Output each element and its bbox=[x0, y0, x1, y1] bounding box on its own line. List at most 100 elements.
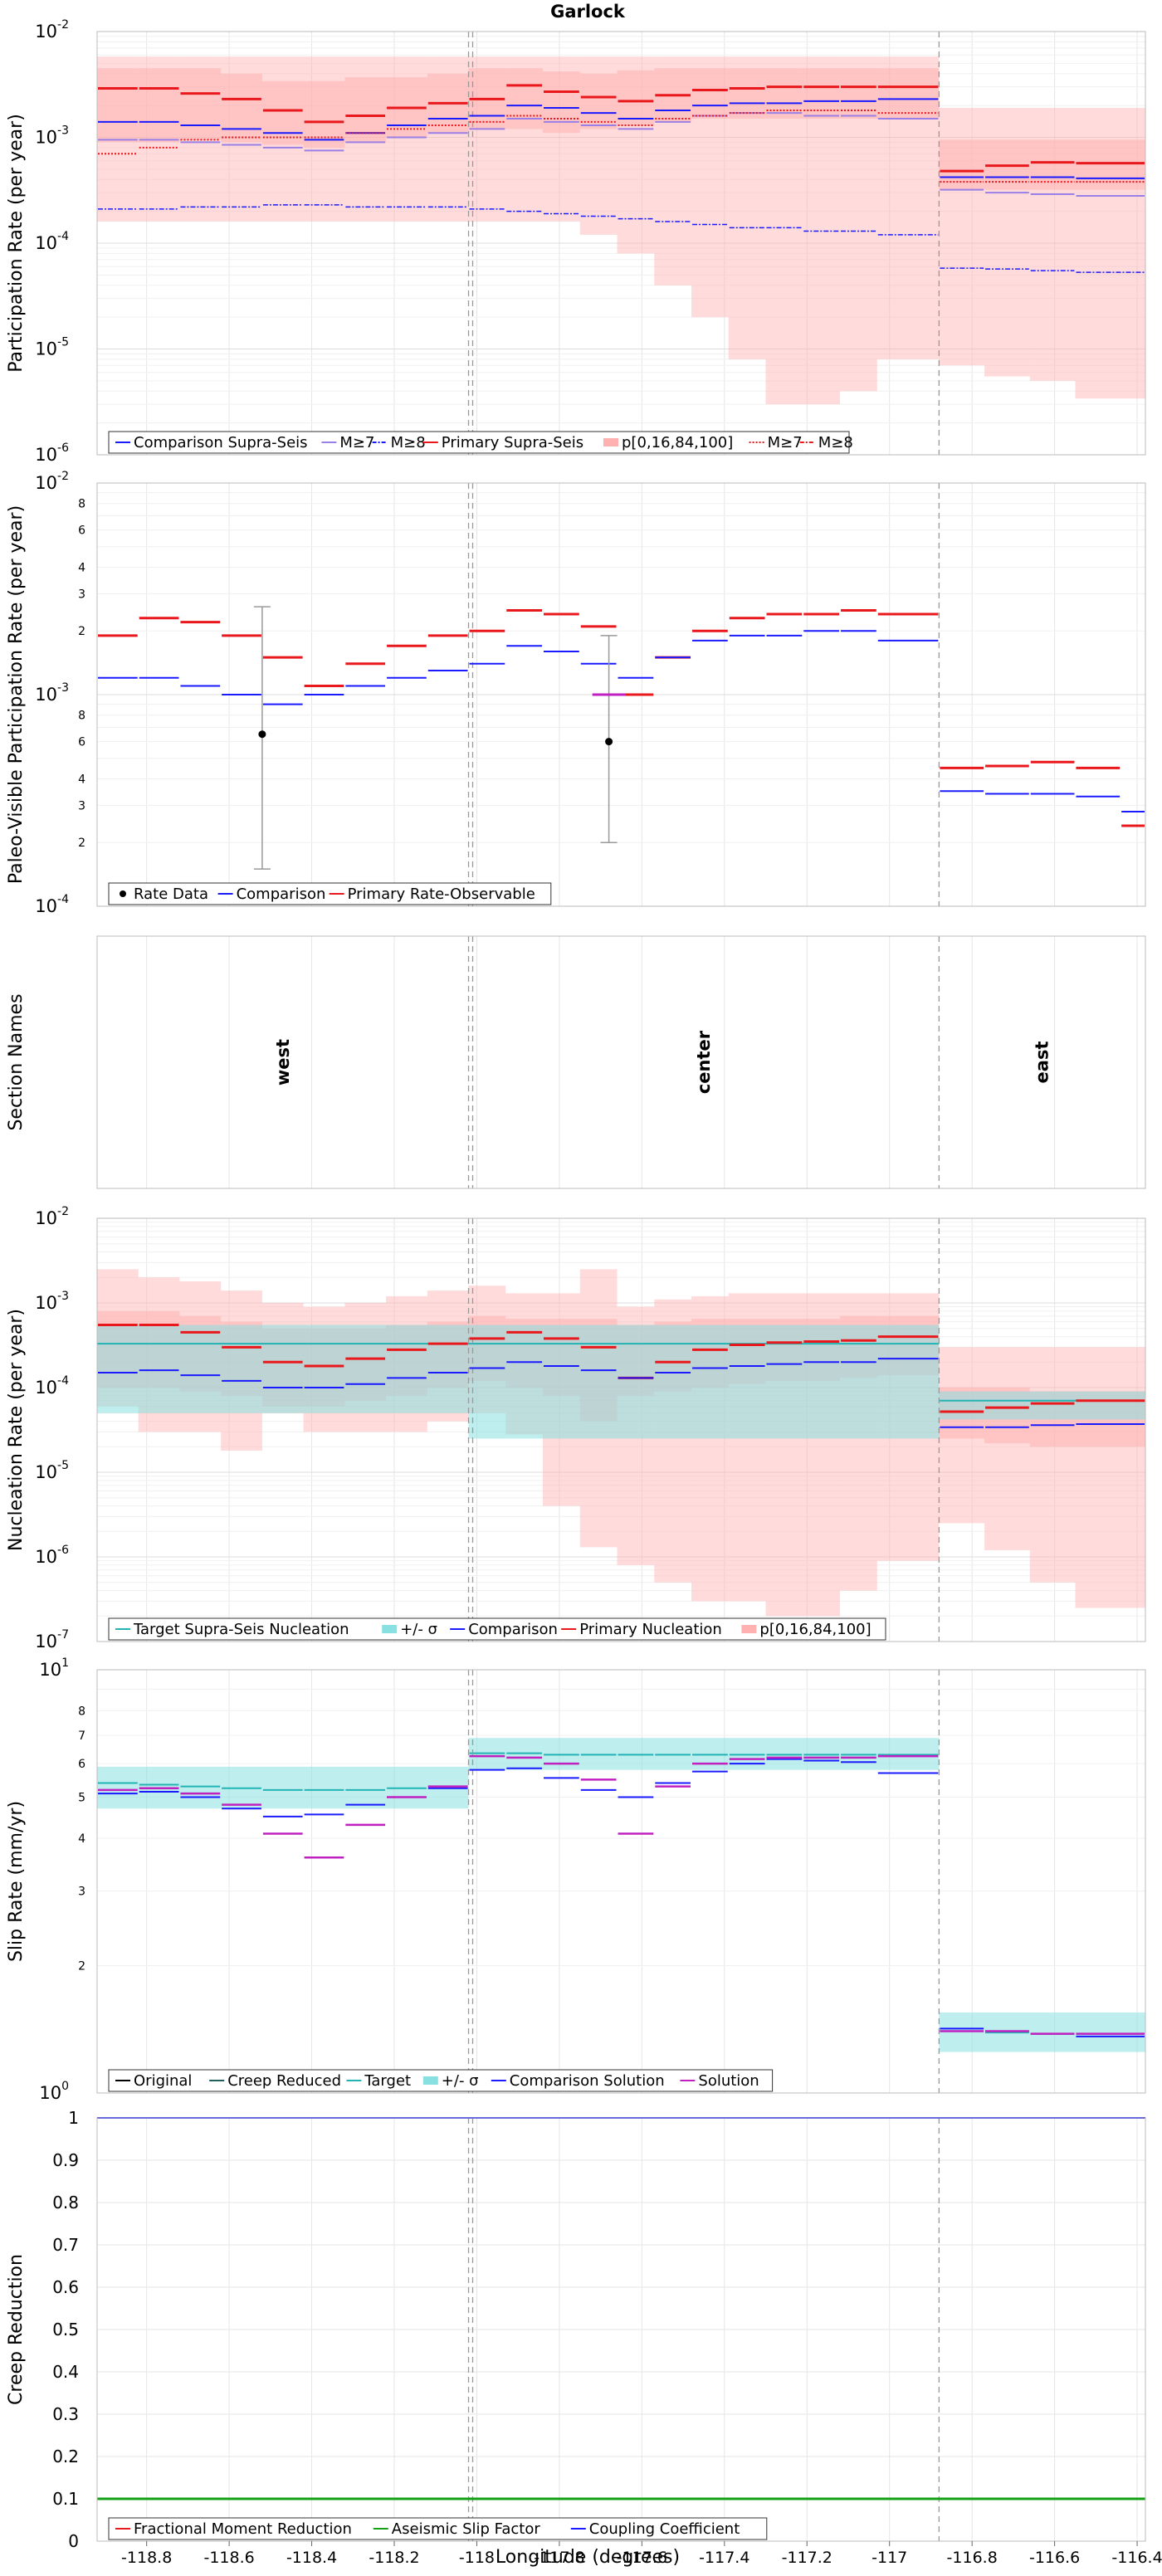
y-minor-tick-label: 6 bbox=[78, 736, 85, 749]
x-tick-label: -118.2 bbox=[369, 2549, 419, 2567]
band-inner bbox=[179, 68, 222, 140]
y-tick-exponent: -2 bbox=[57, 470, 69, 483]
y-tick-label: 10-4 bbox=[35, 230, 69, 253]
y-minor-tick-label: 4 bbox=[78, 561, 85, 574]
y-axis-label: Paleo-Visible Participation Rate (per ye… bbox=[6, 505, 27, 884]
x-tick-label: -118 bbox=[459, 2549, 495, 2567]
y-tick-exponent: -4 bbox=[57, 230, 69, 243]
y-tick-exponent: -6 bbox=[57, 442, 69, 455]
y-minor-tick-label: 2 bbox=[78, 837, 85, 850]
plot-frame bbox=[96, 1669, 1146, 2094]
y-tick-exponent: -2 bbox=[57, 1205, 69, 1218]
legend: Fractional Moment Reduction Aseismic Slip… bbox=[108, 2517, 768, 2540]
y-minor-tick-label: 4 bbox=[78, 773, 85, 786]
y-tick-label: 0.2 bbox=[52, 2447, 79, 2466]
band-inner bbox=[876, 68, 940, 120]
band-outer bbox=[1029, 1347, 1076, 1583]
legend: Comparison Supra-Seis M≥7 M≥8 Primary Supra… bbox=[108, 431, 853, 454]
panel-sections: west center east Section Names bbox=[6, 935, 1146, 1189]
y-axis-label: Nucleation Rate (per year) bbox=[6, 1309, 27, 1551]
panel-slip: 100 101 2 3 4 5 6 7 8 Original Creep Reduced Target… bbox=[6, 1656, 1146, 2103]
band-inner bbox=[344, 77, 387, 143]
y-tick-label: 0 bbox=[68, 2531, 79, 2551]
rate-data-point bbox=[605, 738, 613, 746]
section-name: center bbox=[694, 1030, 714, 1094]
x-tick-label: -117.6 bbox=[617, 2549, 667, 2567]
y-tick-label: 0.8 bbox=[52, 2193, 79, 2213]
panel-participation: 10-6 10-5 10-4 10-3 10-2 Comparison Supra-Sei… bbox=[6, 18, 1146, 465]
legend-label: Aseismic Slip Factor bbox=[392, 2520, 541, 2538]
x-tick-label: -118.6 bbox=[203, 2549, 254, 2567]
band-inner bbox=[543, 71, 580, 134]
band-inner bbox=[221, 73, 262, 143]
target-sigma-band bbox=[939, 2012, 1145, 2052]
band-inner bbox=[691, 68, 729, 120]
legend-label: Primary Rate-Observable bbox=[348, 886, 535, 903]
band-inner bbox=[261, 80, 304, 145]
plot-background bbox=[97, 936, 1145, 1188]
band-inner bbox=[505, 68, 544, 129]
legend-label: Original bbox=[134, 2072, 192, 2090]
y-tick-label: 0.3 bbox=[52, 2404, 79, 2424]
section-name: west bbox=[273, 1039, 293, 1086]
band-inner bbox=[617, 70, 655, 125]
legend: Rate Data Comparison Primary Rate-Observab… bbox=[108, 882, 552, 905]
legend-label: Comparison Solution bbox=[510, 2072, 665, 2090]
target-sigma-band bbox=[468, 1325, 940, 1439]
y-tick-label: 0.9 bbox=[52, 2150, 79, 2170]
legend-label: Solution bbox=[698, 2072, 759, 2090]
legend-label: +/- σ bbox=[400, 1621, 437, 1638]
legend-swatch bbox=[120, 890, 126, 897]
target-sigma-band bbox=[939, 1391, 1145, 1420]
legend-label: p[0,16,84,100] bbox=[622, 434, 733, 451]
x-tick-label: -118.8 bbox=[121, 2549, 172, 2567]
x-tick-label: -117.4 bbox=[699, 2549, 749, 2567]
legend: Target Supra-Seis Nucleation +/- σ Compari… bbox=[108, 1617, 886, 1641]
legend-label: +/- σ bbox=[442, 2072, 479, 2090]
y-axis-label: Section Names bbox=[6, 993, 27, 1130]
y-tick-label: 100 bbox=[39, 2080, 69, 2103]
y-minor-tick-label: 2 bbox=[78, 625, 85, 638]
band-inner bbox=[97, 68, 139, 143]
x-tick-label: -116.6 bbox=[1029, 2549, 1080, 2567]
x-tick-label: -116.4 bbox=[1111, 2549, 1162, 2567]
panel-creep: 0 0.1 0.2 0.3 0.4 0.5 0.6 0.7 0.8 0.9 1 Fractional … bbox=[6, 2108, 1162, 2567]
x-tick-label: -117 bbox=[872, 2549, 907, 2567]
y-tick-label: 10-4 bbox=[35, 1374, 69, 1398]
band-inner bbox=[728, 68, 766, 120]
band-outer bbox=[984, 1347, 1030, 1550]
legend-label: Comparison Supra-Seis bbox=[134, 434, 308, 451]
y-tick-exponent: -3 bbox=[57, 681, 69, 695]
y-tick-label: 10-5 bbox=[35, 1459, 69, 1482]
y-tick-label: 10-3 bbox=[35, 681, 69, 705]
legend: Original Creep Reduced Target +/- σ Comparis… bbox=[108, 2069, 774, 2092]
y-minor-tick-label: 3 bbox=[78, 588, 85, 601]
y-minor-tick-label: 8 bbox=[78, 1705, 85, 1718]
y-tick-exponent: -2 bbox=[57, 18, 69, 32]
y-tick-label: 10-2 bbox=[35, 470, 69, 493]
x-tick-label: -117.8 bbox=[534, 2549, 584, 2567]
plot-frame bbox=[96, 2117, 1146, 2542]
legend-label: Primary Nucleation bbox=[579, 1621, 722, 1638]
y-tick-exponent: -7 bbox=[57, 1628, 69, 1642]
band-inner bbox=[579, 73, 618, 129]
plot-frame bbox=[96, 1217, 1146, 1642]
legend-label: Coupling Coefficient bbox=[589, 2520, 740, 2538]
plot-frame bbox=[96, 482, 1146, 907]
x-axis-label: Longitude (degrees) bbox=[496, 2547, 680, 2568]
plot-frame bbox=[96, 935, 1146, 1189]
y-tick-label: 10-6 bbox=[35, 1544, 69, 1567]
panel-nucleation: 10-7 10-6 10-5 10-4 10-3 10-2 Target Supra-Sei… bbox=[6, 1205, 1146, 1651]
legend-label: M≥7 bbox=[768, 434, 803, 451]
y-tick-exponent: -5 bbox=[57, 1459, 69, 1472]
section-name: east bbox=[1033, 1042, 1052, 1084]
x-tick-label: -116.8 bbox=[947, 2549, 998, 2567]
y-tick-label: 0.1 bbox=[52, 2489, 79, 2509]
legend-box bbox=[108, 431, 850, 454]
y-tick-exponent: -3 bbox=[57, 124, 69, 138]
y-tick-label: 10-5 bbox=[35, 336, 69, 359]
legend-label: Primary Supra-Seis bbox=[442, 434, 583, 451]
legend-box bbox=[108, 2517, 768, 2540]
legend-label: p[0,16,84,100] bbox=[759, 1621, 871, 1638]
